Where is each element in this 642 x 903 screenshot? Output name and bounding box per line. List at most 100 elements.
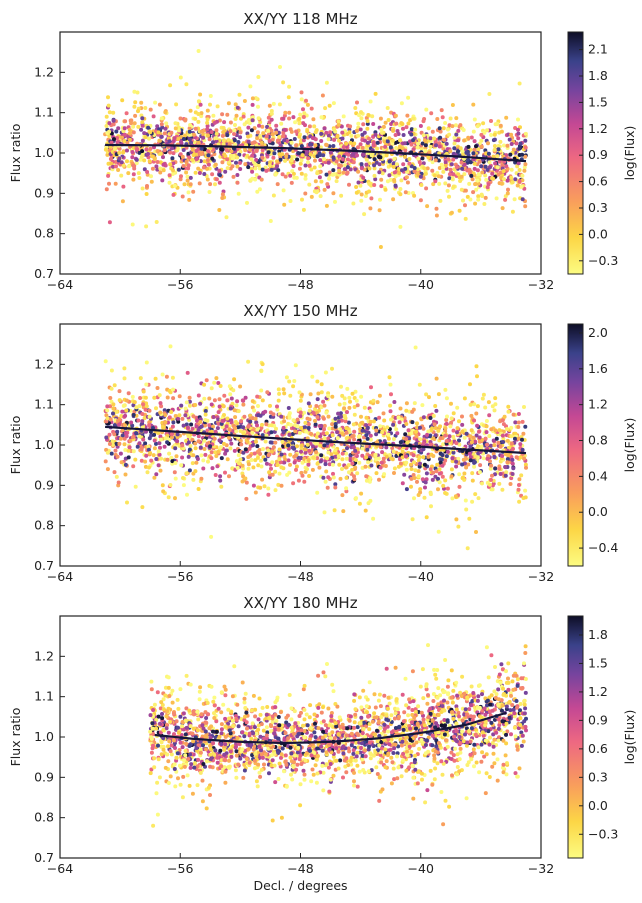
data-point [397,171,402,175]
data-point [203,409,208,413]
data-point [196,119,201,124]
data-point [377,208,382,213]
data-point [475,175,479,180]
data-point [114,409,119,414]
data-point [435,462,440,467]
data-point [341,509,346,514]
data-point [473,492,478,497]
data-point [348,124,353,129]
data-point [337,462,342,467]
data-point [466,135,471,140]
data-point [448,424,453,429]
data-point [415,167,420,172]
data-point [494,122,499,127]
data-point [117,156,122,161]
data-point [251,443,255,448]
data-point [369,196,374,201]
data-point [158,468,163,473]
data-point [375,146,380,151]
data-point [212,398,217,403]
data-point [414,429,419,434]
data-point [471,435,476,440]
data-point [238,429,243,434]
data-point [343,419,348,424]
data-point [260,155,265,160]
data-point [440,453,445,457]
data-point [311,411,316,415]
data-point [117,422,121,427]
data-point [365,425,370,430]
data-point [154,406,158,411]
data-point [124,408,129,413]
data-point [381,411,386,416]
data-point [411,453,416,458]
data-point [127,445,132,450]
data-point [208,102,212,107]
data-point [508,152,513,157]
data-point [157,127,162,132]
data-point [221,138,226,143]
data-point [208,182,213,187]
data-point [426,454,431,459]
data-point [284,154,289,159]
data-point [477,159,482,164]
data-point [441,483,446,488]
data-point [112,470,117,475]
data-point [510,461,515,466]
data-point [300,153,305,158]
data-point [522,456,526,461]
data-point [431,699,436,703]
data-point [517,81,522,86]
data-point [418,174,423,179]
data-point [292,446,296,451]
data-point [340,136,345,141]
data-point [306,462,311,467]
data-point [214,177,219,182]
data-point [424,186,429,191]
data-point [122,139,127,143]
data-point [162,148,167,153]
data-point [459,174,464,179]
data-point [386,432,391,437]
data-point [498,139,503,144]
data-point [503,465,508,469]
data-point [417,382,422,387]
data-point [332,508,337,513]
data-point [425,166,430,171]
data-point [233,426,238,431]
data-point [220,112,225,117]
data-point [477,435,482,440]
data-point [480,170,485,175]
data-point [454,165,459,170]
data-point [457,419,461,424]
data-point [246,455,251,460]
data-point [319,139,324,143]
data-point [385,139,390,144]
data-point [443,478,448,483]
data-point [431,436,436,441]
data-point [472,418,477,423]
data-point [321,416,326,421]
data-point [409,164,414,169]
data-point [411,116,415,121]
data-point [372,166,377,171]
data-point [368,409,373,414]
data-point [103,359,108,364]
data-point [416,469,421,474]
data-point [232,138,237,143]
data-point [162,131,167,136]
data-point [199,476,204,481]
data-point [354,185,359,189]
data-point [398,440,403,445]
data-point [468,197,473,202]
data-point [241,450,246,455]
data-point [503,197,508,202]
data-point [485,456,490,461]
data-point [109,368,114,373]
data-point [177,413,182,418]
data-point [319,453,324,458]
data-point [305,129,310,134]
data-point [502,177,506,182]
data-point [211,113,216,118]
data-point [243,447,248,452]
